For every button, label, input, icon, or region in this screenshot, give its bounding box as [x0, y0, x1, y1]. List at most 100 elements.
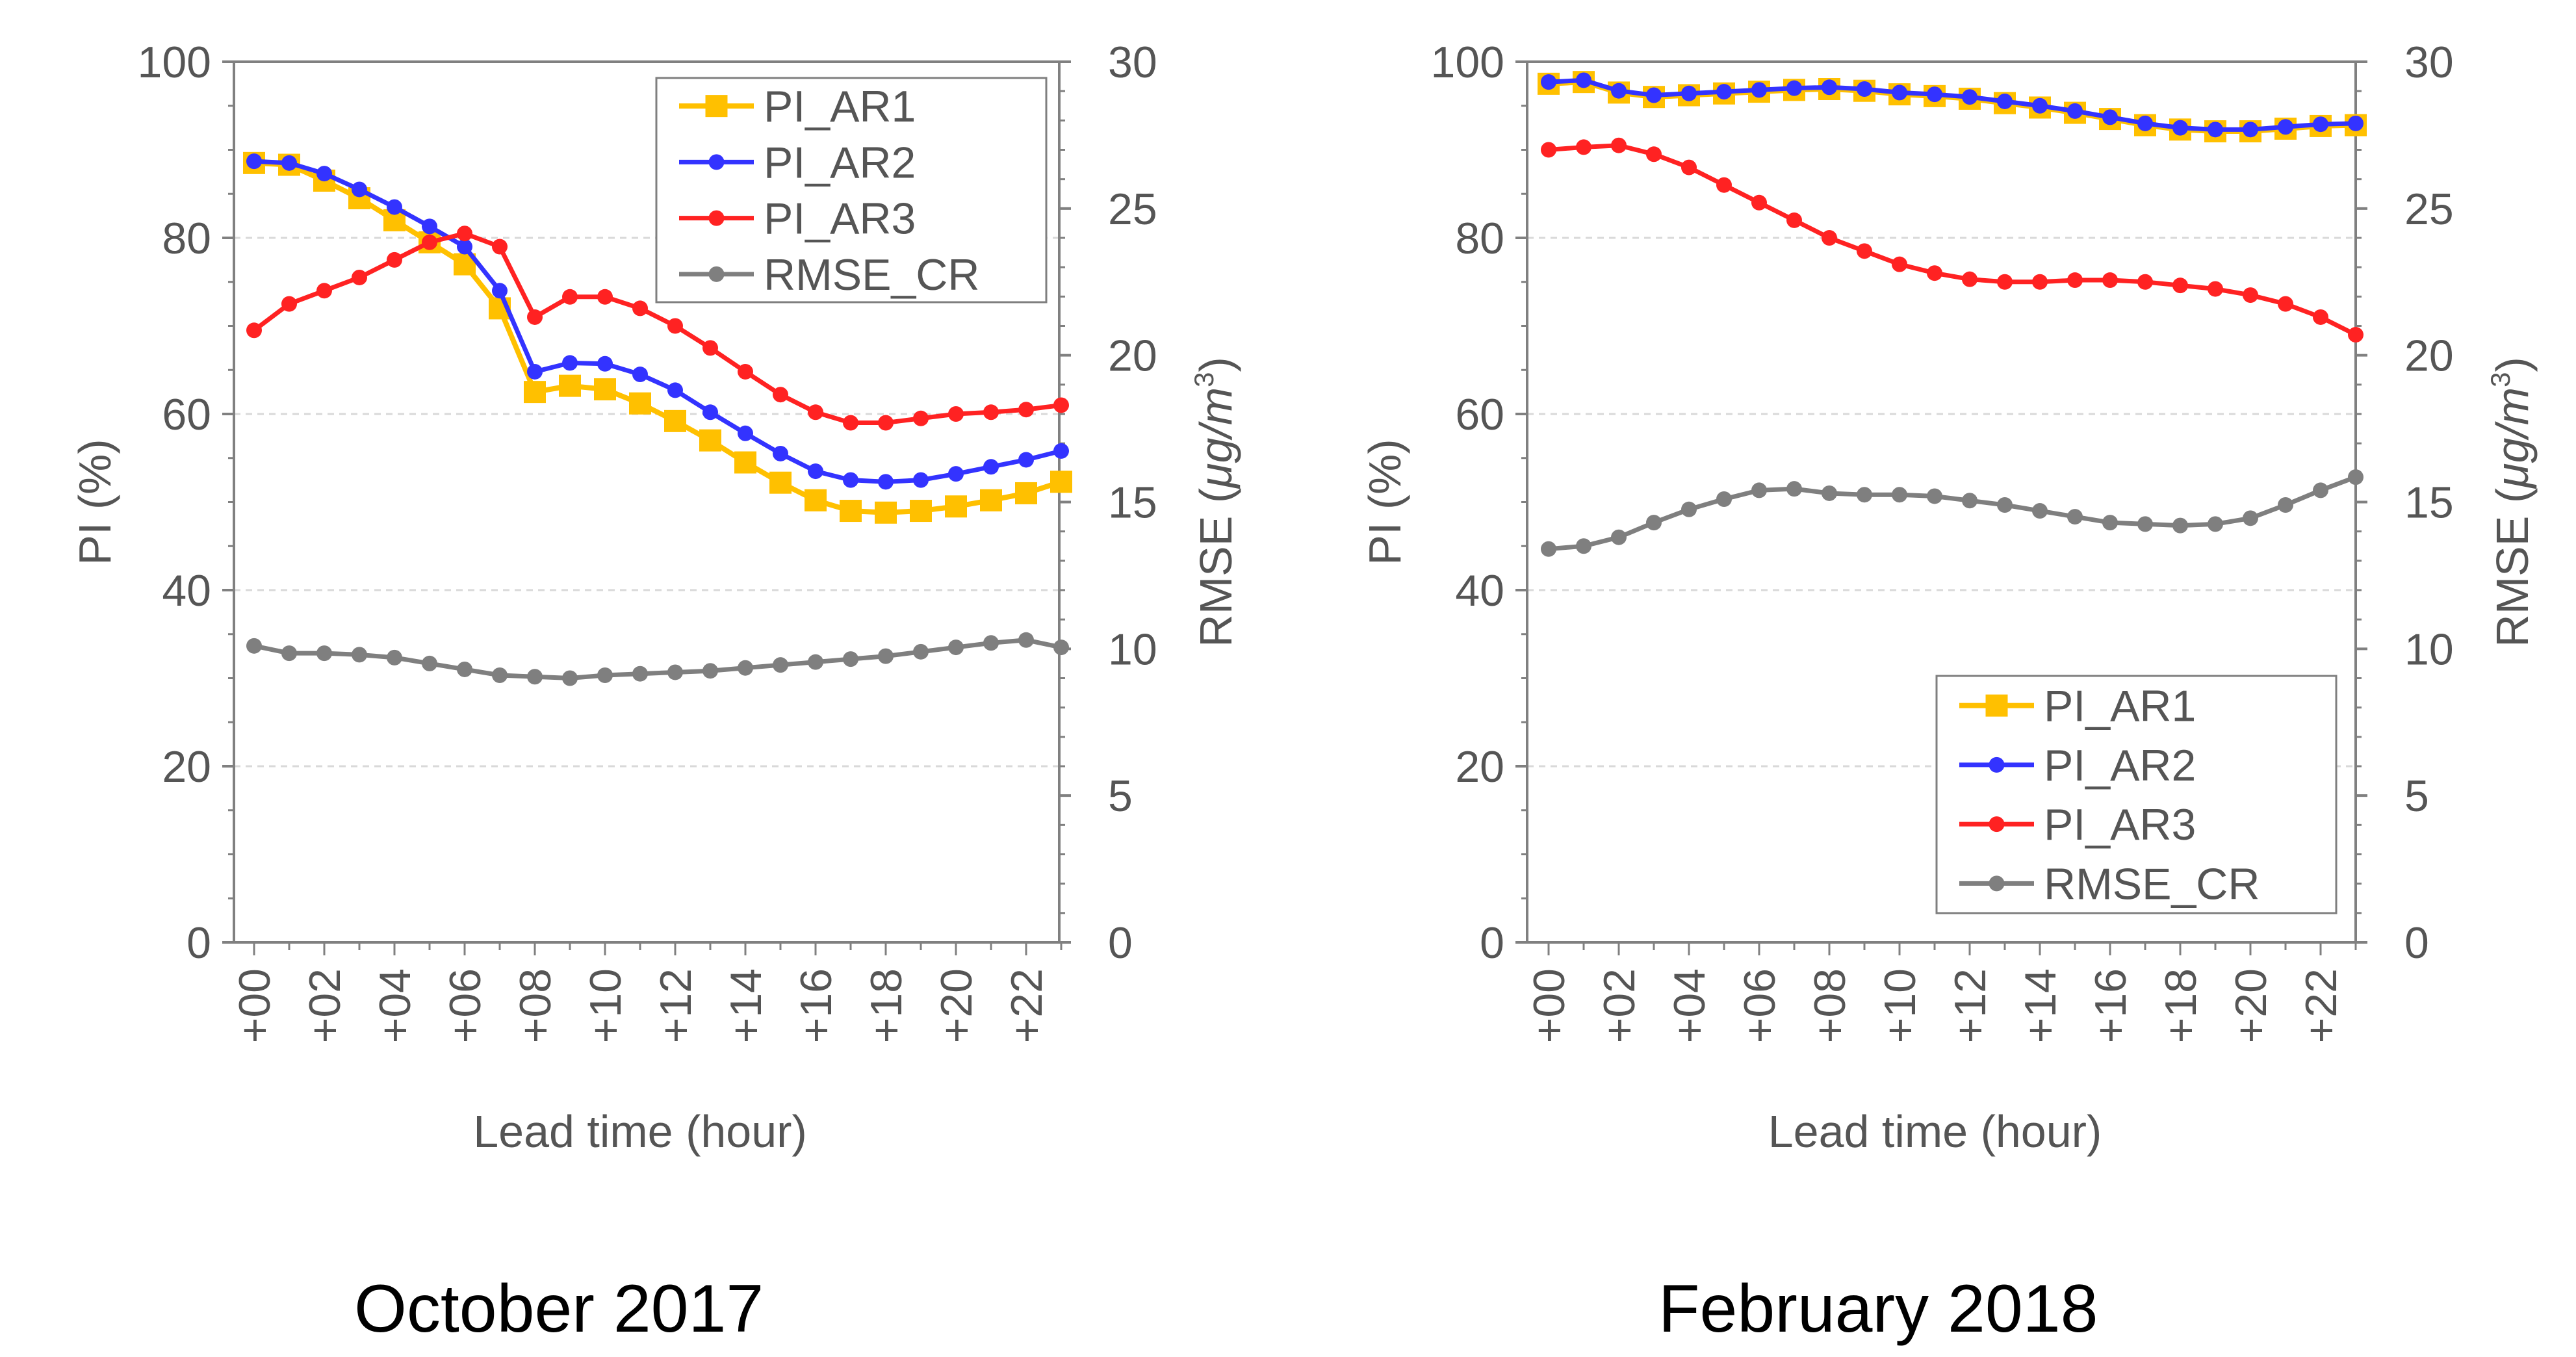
data-point-PI_AR3-21	[983, 404, 999, 420]
series-rmse-cr	[246, 632, 1069, 686]
data-point-PI_AR2-18	[2172, 120, 2188, 136]
data-point-PI_AR2-16	[808, 463, 823, 480]
data-point-PI_AR2-19	[2208, 122, 2223, 138]
data-point-PI_AR3-7	[492, 239, 508, 255]
data-point-PI_AR2-6	[457, 239, 472, 255]
data-point-PI_AR3-19	[913, 410, 929, 426]
x-tick-label-+08: +08	[1805, 968, 1855, 1043]
series-pi-ar3	[246, 226, 1069, 431]
data-point-RMSE_CR-7	[1786, 481, 1802, 497]
data-point-PI_AR2-8	[1822, 79, 1837, 96]
right-tick-label-5: 5	[2404, 771, 2429, 821]
data-point-PI_AR2-0	[246, 153, 262, 170]
y2-axis-title-sup: 3	[2485, 372, 2516, 387]
legend-marker-RMSE_CR	[1989, 875, 2005, 892]
data-point-PI_AR2-17	[2137, 115, 2153, 131]
right-tick-label-0: 0	[1108, 918, 1133, 968]
series-rmse-cr	[1541, 469, 2363, 557]
data-point-PI_AR3-13	[702, 340, 718, 356]
data-point-RMSE_CR-8	[527, 669, 543, 685]
data-point-RMSE_CR-4	[387, 649, 402, 666]
left-tick-label-40: 40	[1455, 566, 1504, 615]
data-point-PI_AR3-22	[1018, 402, 1034, 418]
x-tick-label-+02: +02	[300, 968, 350, 1043]
right-tick-label-0: 0	[2404, 918, 2429, 968]
x-tick-label-+20: +20	[2226, 968, 2276, 1043]
legend-label-PI_AR1: PI_AR1	[764, 82, 916, 131]
x-tick-label-+20: +20	[932, 968, 981, 1043]
data-point-RMSE_CR-13	[1997, 497, 2013, 513]
data-point-PI_AR2-3	[352, 181, 367, 198]
data-point-PI_AR3-1	[281, 296, 297, 312]
data-point-PI_AR3-17	[843, 415, 858, 431]
legend-label-PI_AR3: PI_AR3	[764, 194, 916, 244]
legend-marker-PI_AR1	[705, 95, 728, 118]
x-tick-label-+08: +08	[511, 968, 560, 1043]
data-point-RMSE_CR-9	[562, 670, 578, 686]
y2-axis-title: RMSE (μg/m3)	[1189, 357, 1241, 647]
data-point-PI_AR3-23	[2348, 327, 2363, 343]
y2-axis-title-prefix: RMSE (	[1191, 488, 1241, 647]
data-point-PI_AR3-8	[1822, 230, 1837, 246]
gridlines	[234, 237, 1059, 768]
x-tick-label-+16: +16	[792, 968, 841, 1043]
data-point-PI_AR2-21	[2278, 119, 2293, 135]
data-point-PI_AR1-8	[524, 381, 546, 404]
data-point-PI_AR2-5	[1716, 84, 1732, 100]
data-point-PI_AR1-19	[910, 500, 932, 523]
data-point-PI_AR1-17	[840, 500, 862, 523]
data-point-PI_AR3-22	[2313, 309, 2328, 325]
data-point-PI_AR2-15	[773, 445, 788, 461]
x-tick-label-+04: +04	[1665, 968, 1714, 1043]
data-point-PI_AR2-0	[1541, 74, 1556, 90]
data-point-RMSE_CR-20	[948, 640, 964, 656]
x-tick-label-+18: +18	[862, 968, 911, 1043]
data-point-PI_AR2-20	[948, 466, 964, 482]
data-point-PI_AR2-4	[1681, 85, 1697, 101]
data-point-PI_AR3-18	[878, 415, 894, 431]
data-point-PI_AR3-16	[808, 404, 823, 420]
x-tick-label-+14: +14	[721, 968, 771, 1043]
data-point-PI_AR3-14	[2032, 274, 2048, 290]
data-point-RMSE_CR-7	[492, 667, 508, 683]
x-axis: +00 +02 +04 +06 +08 +10 +12 +14 +16 +18 +20 +22	[1525, 942, 2357, 1043]
y2-axis-title-unit: μg/m	[1191, 387, 1241, 489]
data-point-RMSE_CR-14	[2032, 503, 2048, 519]
data-point-PI_AR2-3	[1646, 87, 1662, 103]
right-tick-label-25: 25	[2404, 185, 2454, 234]
data-point-PI_AR1-22	[1015, 482, 1037, 504]
legend-label-PI_AR3: PI_AR3	[2044, 800, 2196, 849]
data-point-PI_AR2-11	[1927, 86, 1942, 103]
left-axis: 0 20 40 60 80 100	[1431, 38, 1527, 968]
legend-label-PI_AR1: PI_AR1	[2044, 682, 2196, 731]
data-point-PI_AR3-4	[387, 252, 402, 268]
data-point-RMSE_CR-21	[983, 635, 999, 651]
data-point-PI_AR1-13	[699, 429, 721, 452]
data-point-RMSE_CR-9	[1857, 487, 1872, 503]
data-point-RMSE_CR-16	[808, 654, 823, 670]
data-point-PI_AR3-10	[597, 289, 613, 305]
data-point-PI_AR3-9	[562, 289, 578, 305]
data-point-PI_AR1-15	[769, 471, 792, 494]
data-point-PI_AR2-6	[1751, 82, 1767, 98]
legend-marker-RMSE_CR	[708, 266, 725, 282]
right-tick-label-30: 30	[1108, 38, 1157, 87]
data-point-PI_AR2-9	[1857, 81, 1872, 97]
data-point-PI_AR2-18	[878, 474, 894, 490]
y2-axis-title-prefix: RMSE (	[2487, 488, 2538, 647]
data-point-PI_AR3-17	[2137, 274, 2153, 290]
data-point-PI_AR2-13	[702, 404, 718, 420]
data-point-PI_AR2-10	[597, 355, 613, 372]
x-tick-label-+16: +16	[2086, 968, 2135, 1043]
series-pi-ar3	[1541, 137, 2363, 343]
x-tick-label-+10: +10	[1875, 968, 1925, 1043]
x-tick-label-+22: +22	[1002, 968, 1051, 1043]
data-point-RMSE_CR-8	[1822, 485, 1837, 501]
data-point-RMSE_CR-16	[2102, 515, 2118, 531]
data-point-RMSE_CR-23	[2348, 469, 2363, 485]
x-tick-label-+00: +00	[1525, 968, 1574, 1043]
data-point-PI_AR2-1	[1576, 72, 1591, 88]
data-point-PI_AR3-8	[527, 309, 543, 325]
data-point-RMSE_CR-19	[913, 643, 929, 660]
legend-marker-PI_AR3	[708, 210, 725, 226]
